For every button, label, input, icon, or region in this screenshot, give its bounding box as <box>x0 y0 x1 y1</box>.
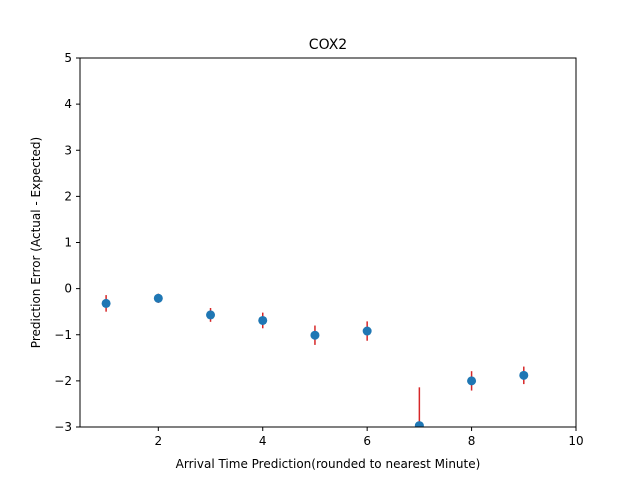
x-axis: 2 4 6 8 10 <box>154 427 584 448</box>
y-tick-label: 4 <box>64 97 72 111</box>
y-tick-label: −3 <box>54 420 72 434</box>
data-point <box>258 315 268 325</box>
data-layer <box>101 293 529 427</box>
x-tick-label: 6 <box>363 434 371 448</box>
y-tick-label: 5 <box>64 51 72 65</box>
x-tick-label: 10 <box>568 434 583 448</box>
y-tick-label: 3 <box>64 143 72 157</box>
chart-title: COX2 <box>309 37 347 53</box>
data-point <box>153 293 163 303</box>
y-axis-label: Prediction Error (Actual - Expected) <box>29 137 43 348</box>
data-point <box>414 421 424 427</box>
data-point <box>362 326 372 336</box>
data-point <box>467 376 477 386</box>
y-tick-label: −1 <box>54 328 72 342</box>
data-point <box>206 310 216 320</box>
x-axis-label: Arrival Time Prediction(rounded to neare… <box>176 457 481 471</box>
data-point <box>519 370 529 380</box>
data-point <box>310 330 320 340</box>
y-tick-label: −2 <box>54 374 72 388</box>
plot-marks <box>101 293 529 427</box>
x-tick-label: 2 <box>154 434 162 448</box>
x-tick-label: 8 <box>468 434 476 448</box>
plot-frame <box>79 57 577 428</box>
data-point <box>101 298 111 308</box>
y-tick-label: 0 <box>64 282 72 296</box>
y-axis: −3 −2 −1 0 1 2 3 4 5 <box>54 51 80 434</box>
x-tick-label: 4 <box>259 434 267 448</box>
y-tick-label: 1 <box>64 236 72 250</box>
y-tick-label: 2 <box>64 189 72 203</box>
